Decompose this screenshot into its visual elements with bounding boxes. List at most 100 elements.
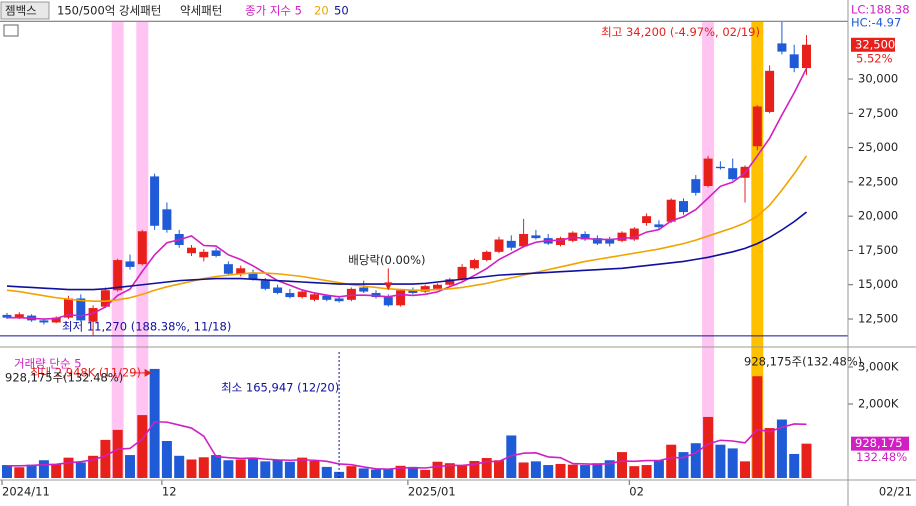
volume-bar <box>604 460 615 478</box>
candle-body <box>752 106 762 147</box>
volume-min-annotation: 최소 165,947 (12/20) <box>221 381 339 395</box>
volume-bar <box>617 452 627 478</box>
volume-bar <box>63 457 74 478</box>
last-volume-label: 928,175 <box>855 436 903 450</box>
volume-current-left: 928,175주(132.48%) <box>5 371 123 385</box>
y-tick-label: 27,500 <box>858 106 898 120</box>
candle-body <box>137 231 147 265</box>
volume-bar <box>592 463 603 478</box>
volume-bar <box>38 460 49 478</box>
candle-body <box>802 44 811 69</box>
candle-body <box>580 234 590 240</box>
volume-bar <box>137 415 148 478</box>
legend-ma20: 20 <box>314 4 329 18</box>
x-tick-label: 02 <box>629 485 644 499</box>
candle-body <box>654 224 664 228</box>
volume-bar <box>223 460 234 478</box>
volume-bar <box>211 455 222 478</box>
volume-bar <box>703 416 714 478</box>
candle-body <box>506 240 516 248</box>
volume-bar <box>198 457 209 478</box>
candle-body <box>14 314 24 318</box>
candle-body <box>666 199 676 222</box>
candle-body <box>765 70 775 112</box>
candle-body <box>64 298 73 318</box>
candle-body <box>346 288 356 300</box>
volume-ratio-label: 132.48% <box>856 450 907 464</box>
candle-body <box>777 43 787 52</box>
volume-bar <box>174 455 185 478</box>
candle-body <box>359 287 369 292</box>
candle-body <box>334 298 344 302</box>
volume-bar <box>112 429 123 478</box>
candle-body <box>211 250 221 256</box>
candle-body <box>531 235 541 239</box>
x-tick-label: 12 <box>162 485 177 499</box>
volume-bar <box>2 465 12 478</box>
volume-bar <box>297 457 308 478</box>
volume-bar <box>530 461 541 478</box>
candle-body <box>691 179 701 193</box>
last-price-label: 32,500 <box>855 37 895 51</box>
volume-tick-label: 3,000K <box>858 359 899 373</box>
volume-bar <box>395 465 406 478</box>
candle-body <box>605 239 615 244</box>
candle-body <box>260 280 270 289</box>
candle-body <box>445 279 455 285</box>
candle-body <box>100 290 110 307</box>
volume-bar <box>88 455 99 478</box>
candle-body <box>322 295 332 300</box>
volume-bar <box>161 440 172 478</box>
volume-bar <box>26 464 37 478</box>
candle-body <box>273 287 283 293</box>
volume-max-annotation: 최대 2,948K (11/29) <box>30 365 141 379</box>
volume-bar <box>51 463 62 478</box>
volume-bar <box>518 462 529 478</box>
y-tick-label: 17,500 <box>858 243 898 257</box>
change-label: 5.52% <box>856 51 893 65</box>
candle-body <box>162 209 172 230</box>
candle-body <box>39 320 49 323</box>
legend-ma5: 종가 지수 5 <box>245 4 302 18</box>
candle-body <box>519 234 529 247</box>
volume-bar <box>580 465 591 478</box>
volume-bar <box>764 428 775 478</box>
candle-body <box>642 216 652 224</box>
legend-ma50: 50 <box>334 4 349 18</box>
volume-bar <box>690 443 701 478</box>
y-tick-label: 30,000 <box>858 72 898 86</box>
name-box <box>0 1 50 20</box>
volume-bar <box>457 465 468 478</box>
candle-body <box>629 228 639 240</box>
volume-bar <box>235 459 246 478</box>
volume-bar <box>383 468 394 478</box>
candle-body <box>125 261 135 267</box>
last-price-box <box>851 37 895 52</box>
volume-bar <box>260 461 271 478</box>
last-volume-box <box>851 436 909 451</box>
volume-bar <box>801 443 812 478</box>
candle-body <box>223 264 233 274</box>
grid-icon <box>3 24 19 37</box>
candle-body <box>494 239 504 252</box>
volume-bar <box>629 466 640 478</box>
volume-bar <box>555 463 566 478</box>
volume-bar <box>407 466 418 478</box>
candle-body <box>433 284 442 289</box>
candle-body <box>310 294 319 300</box>
candle-body <box>728 168 738 180</box>
candle-body <box>113 260 123 291</box>
volume-bar <box>186 459 197 478</box>
volume-bar <box>309 460 320 478</box>
mark-layer: 12,500 15,000 17,500 20,000 22,500 25,000 27,5… <box>0 20 909 499</box>
candle-body <box>383 297 393 306</box>
moving-average <box>6 211 807 291</box>
stock-name: 젬백스 <box>5 4 37 18</box>
volume-bar <box>75 462 86 478</box>
volume-bar <box>740 461 750 478</box>
lc-label: LC:188.38 <box>851 3 910 17</box>
volume-bar <box>272 459 283 478</box>
pattern-bear: 약세패턴 <box>180 4 222 18</box>
pattern-bull: 150/500억 강세패턴 <box>57 4 161 18</box>
